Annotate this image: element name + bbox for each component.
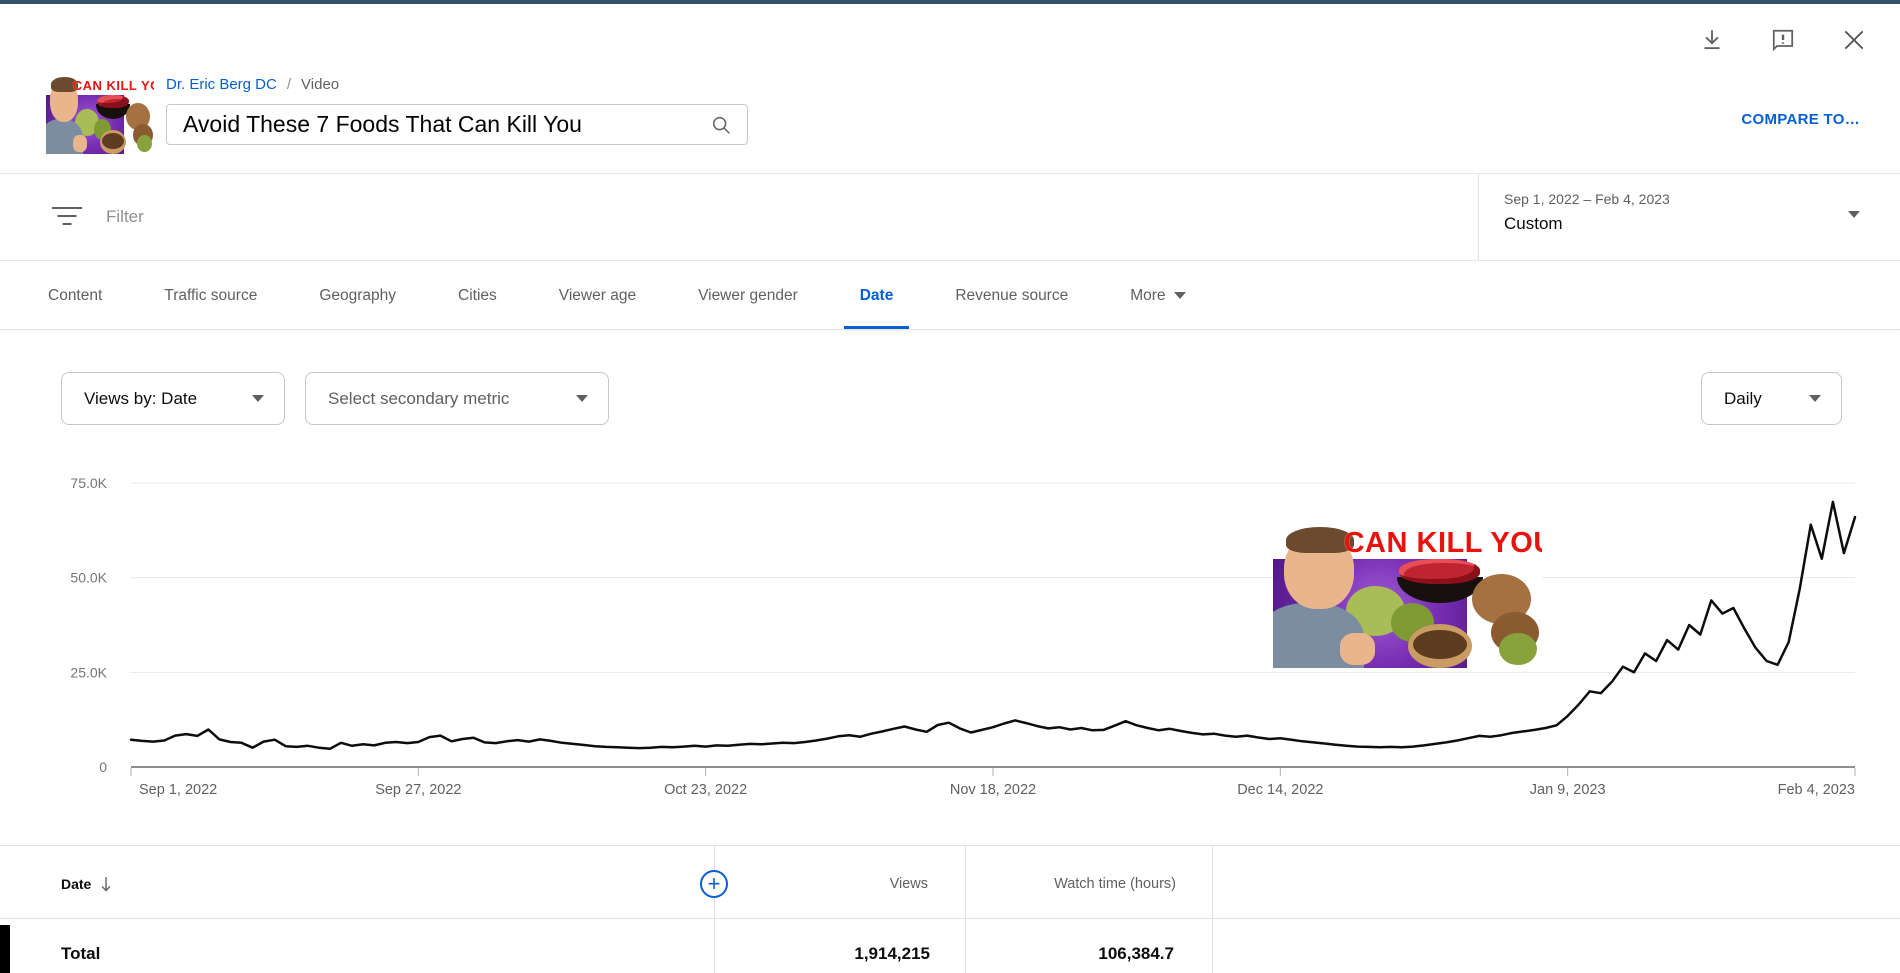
video-thumbnail-overlay: CAN KILL YOU	[1273, 521, 1542, 668]
filter-bar: Filter Sep 1, 2022 – Feb 4, 2023 Custom	[0, 173, 1900, 261]
svg-text:Feb 4, 2023: Feb 4, 2023	[1778, 782, 1855, 798]
svg-text:Oct 23, 2022: Oct 23, 2022	[664, 782, 747, 798]
video-search-input[interactable]	[183, 111, 707, 138]
video-search-box[interactable]	[166, 104, 748, 145]
table-total-label: Total	[61, 944, 101, 963]
table-total-watch-time: 106,384.7	[1098, 944, 1174, 963]
svg-text:50.0K: 50.0K	[70, 570, 107, 586]
chart-y-axis-labels: 0 25.0K 50.0K 75.0K	[70, 475, 107, 775]
analytics-tabs: Content Traffic source Geography Cities …	[0, 262, 1900, 330]
table-header-divider	[0, 918, 1900, 919]
views-line-chart[interactable]: 0 25.0K 50.0K 75.0K Sep 1, 2022 Sep 27, 2022…	[0, 430, 1900, 820]
top-accent-bar	[0, 0, 1900, 4]
table-column-divider	[965, 846, 966, 973]
thumbnail-title-text: CAN KILL YO	[72, 78, 154, 94]
date-range-selector[interactable]: Sep 1, 2022 – Feb 4, 2023 Custom	[1478, 174, 1900, 260]
breadcrumb-section: Video	[301, 76, 340, 93]
tab-viewer-gender[interactable]: Viewer gender	[698, 286, 798, 304]
search-icon[interactable]	[707, 111, 735, 139]
caret-down-icon	[1173, 292, 1186, 299]
svg-text:Jan 9, 2023: Jan 9, 2023	[1530, 782, 1606, 798]
tab-content[interactable]: Content	[48, 286, 103, 304]
breadcrumb-channel-link[interactable]: Dr. Eric Berg DC	[166, 76, 277, 93]
thumbnail-title-text: CAN KILL YOU	[1343, 526, 1542, 559]
tab-geography[interactable]: Geography	[319, 286, 397, 304]
views-series-line	[129, 500, 1857, 751]
date-range-text: Sep 1, 2022 – Feb 4, 2023	[1504, 191, 1670, 207]
secondary-metric-dropdown[interactable]: Select secondary metric	[305, 372, 609, 425]
tab-date[interactable]: Date	[843, 262, 910, 329]
sort-desc-icon	[101, 877, 111, 892]
svg-text:Dec 14, 2022: Dec 14, 2022	[1237, 782, 1323, 798]
table-header-views[interactable]: Views	[889, 876, 928, 892]
granularity-dropdown[interactable]: Daily	[1701, 372, 1842, 425]
table-top-divider	[0, 845, 1900, 846]
svg-text:0: 0	[99, 759, 107, 775]
svg-text:Nov 18, 2022: Nov 18, 2022	[950, 782, 1036, 798]
breadcrumb-separator: /	[286, 76, 292, 93]
table-column-divider	[714, 846, 715, 973]
svg-text:75.0K: 75.0K	[70, 475, 107, 491]
table-header-watch-time[interactable]: Watch time (hours)	[1054, 876, 1176, 892]
table-total-views: 1,914,215	[854, 944, 930, 963]
download-icon[interactable]	[1698, 26, 1726, 54]
filter-placeholder: Filter	[106, 207, 144, 226]
chart-gridlines	[131, 482, 1855, 768]
filter-input[interactable]: Filter	[0, 174, 1478, 260]
active-tab-underline	[843, 326, 910, 329]
breadcrumb: Dr. Eric Berg DC / Video	[166, 76, 339, 93]
compare-to-button[interactable]: COMPARE TO…	[1741, 111, 1860, 128]
caret-down-icon	[1809, 395, 1821, 402]
tab-viewer-age[interactable]: Viewer age	[558, 286, 637, 304]
close-icon[interactable]	[1840, 26, 1868, 54]
screen-corner-artifact	[0, 925, 10, 973]
caret-down-icon	[252, 395, 264, 402]
tab-revenue-source[interactable]: Revenue source	[955, 286, 1069, 304]
svg-text:Sep 27, 2022: Sep 27, 2022	[375, 782, 461, 798]
caret-down-icon	[576, 395, 588, 402]
video-thumbnail: CAN KILL YO	[46, 74, 154, 154]
table-column-divider	[1212, 846, 1213, 973]
table-header-date[interactable]: Date	[61, 876, 113, 892]
tab-more[interactable]: More	[1130, 262, 1186, 329]
add-column-icon[interactable]: +	[700, 870, 728, 898]
primary-metric-dropdown[interactable]: Views by: Date	[61, 372, 285, 425]
chart-x-axis-labels: Sep 1, 2022 Sep 27, 2022 Oct 23, 2022 Nov 1…	[130, 768, 1856, 798]
svg-text:25.0K: 25.0K	[70, 664, 107, 680]
svg-text:Sep 1, 2022: Sep 1, 2022	[139, 782, 217, 798]
caret-down-icon	[1848, 211, 1860, 218]
date-range-preset: Custom	[1504, 214, 1563, 233]
feedback-icon[interactable]	[1769, 26, 1797, 54]
filter-icon	[52, 204, 82, 230]
tab-cities[interactable]: Cities	[458, 286, 497, 304]
tab-traffic-source[interactable]: Traffic source	[164, 286, 258, 304]
